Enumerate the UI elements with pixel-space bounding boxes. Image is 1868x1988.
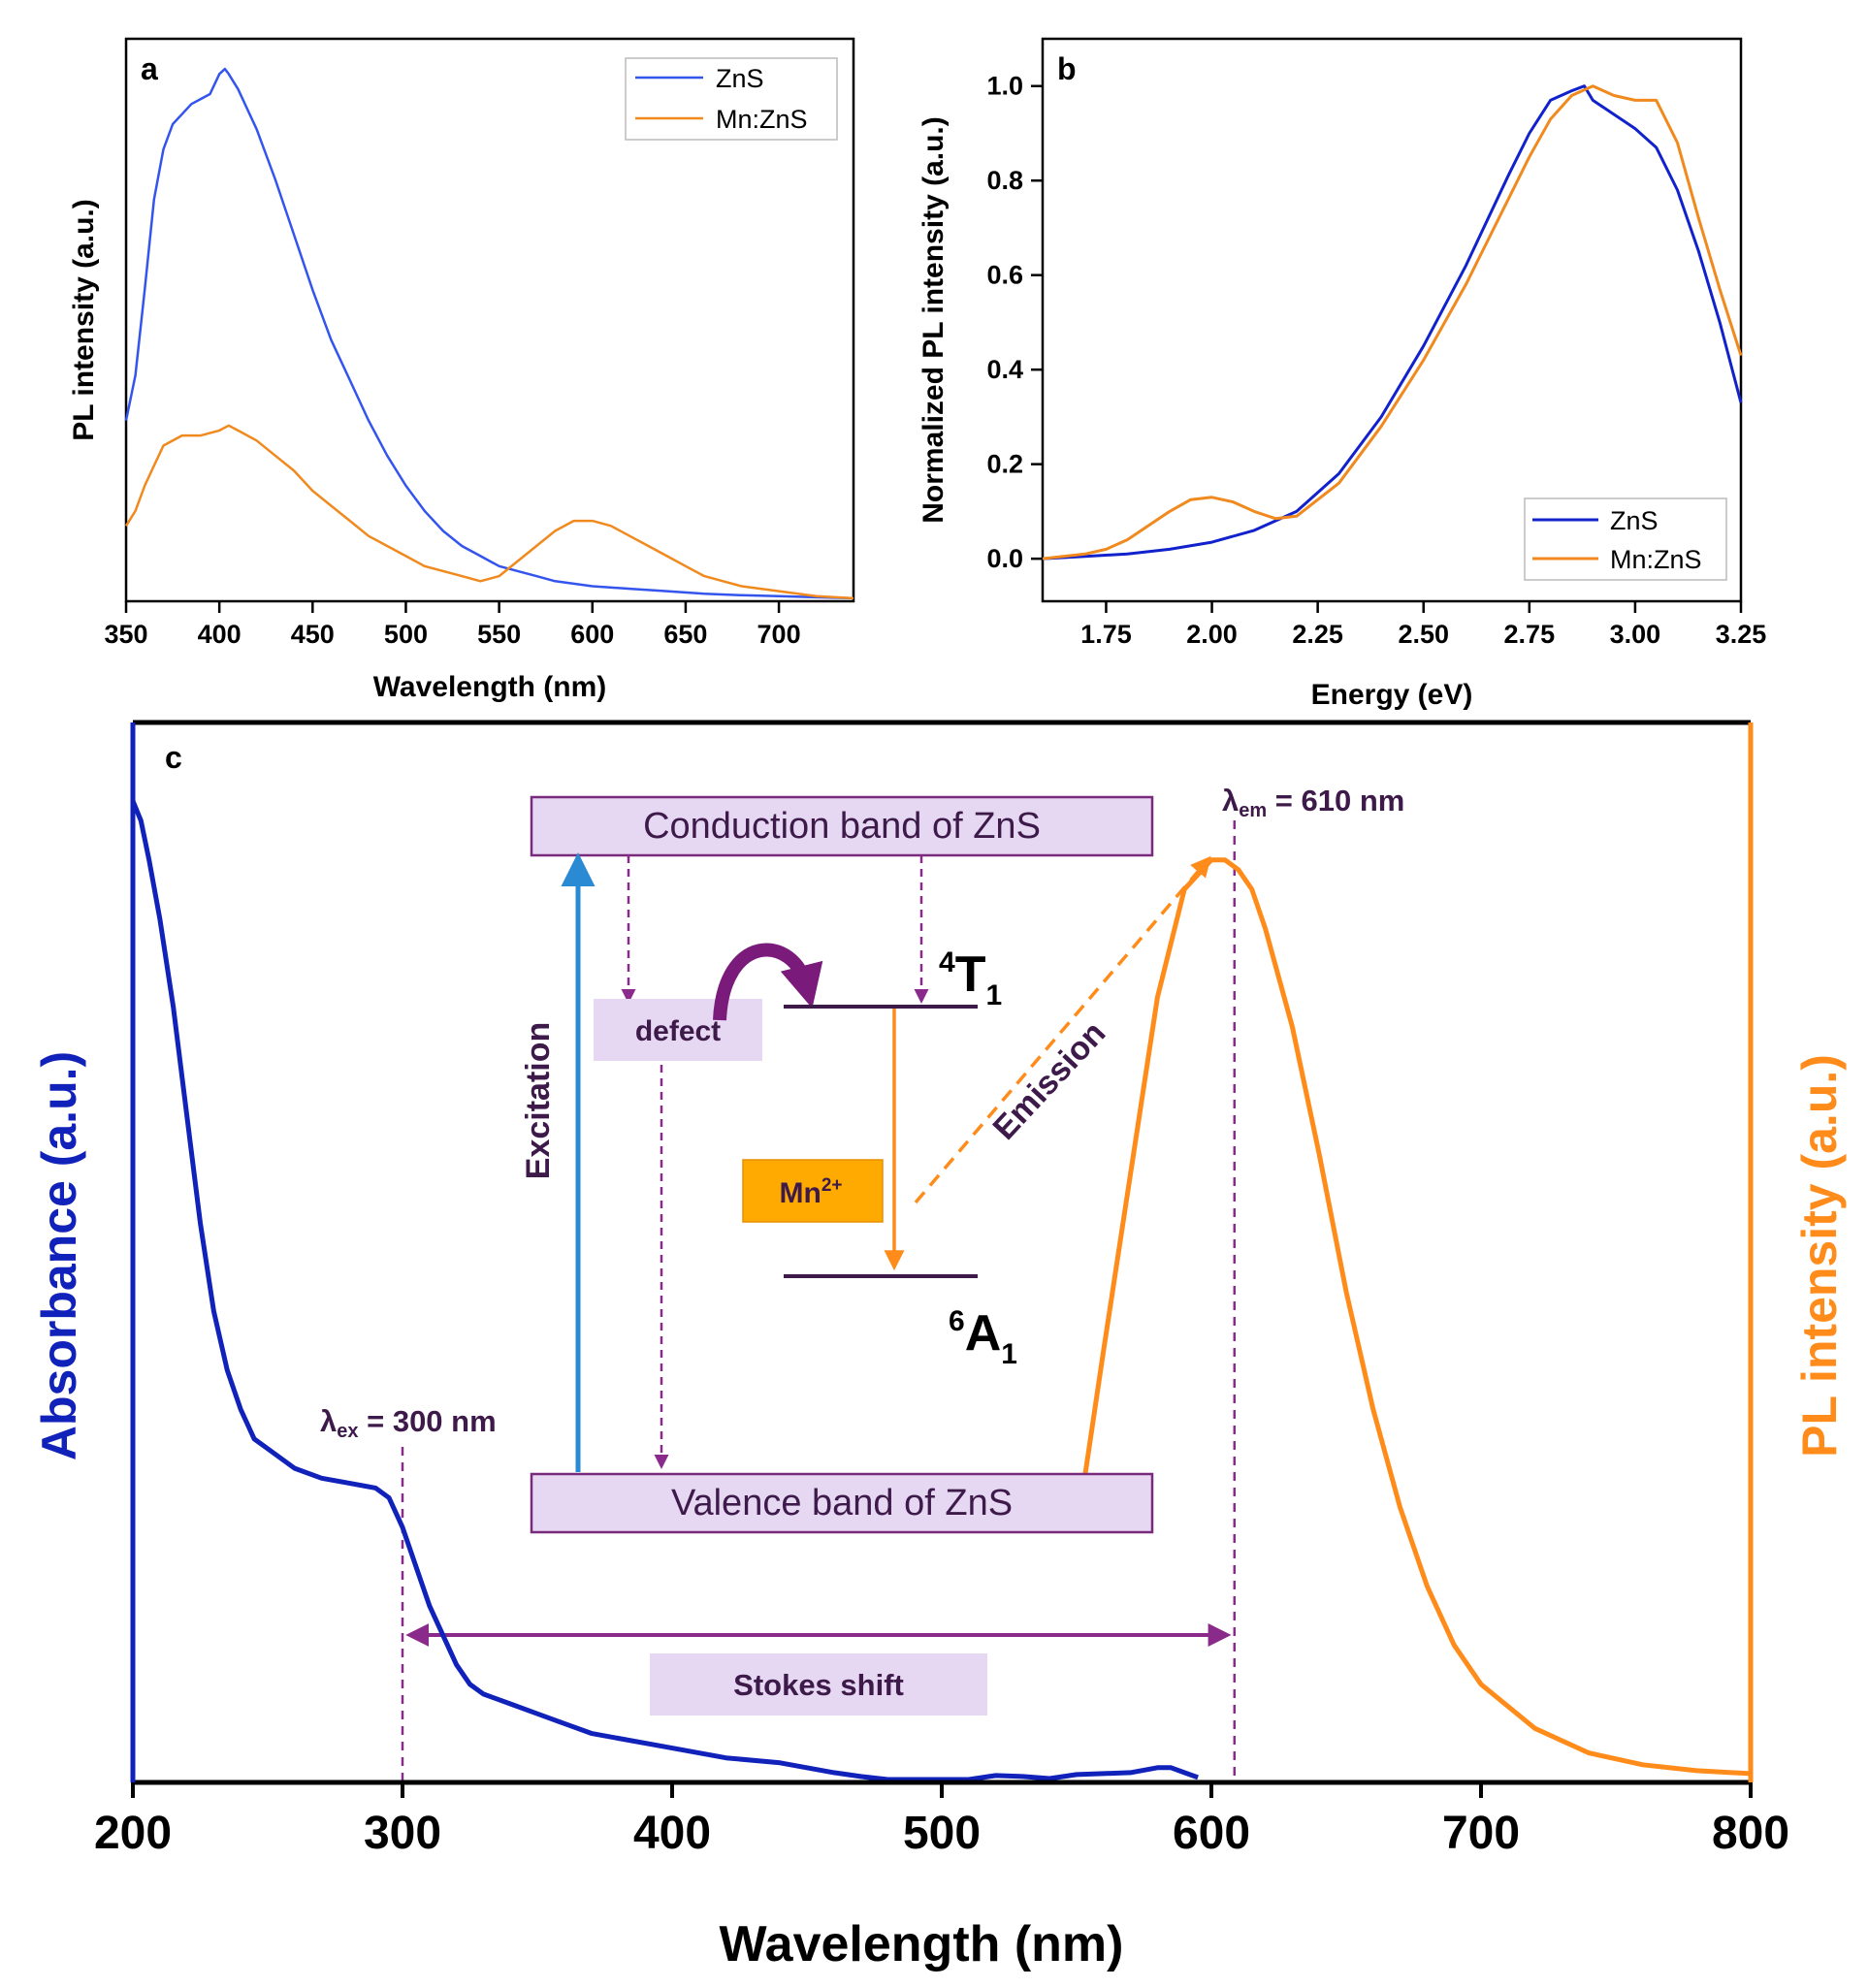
emission-label: Emission: [986, 1014, 1113, 1146]
panel-a-y-label: PL intensity (a.u.): [68, 199, 100, 440]
panel-a-x-tick-label: 650: [663, 620, 707, 649]
panel-b-x-tick-label: 2.25: [1292, 620, 1343, 649]
panel-b-series-0-line: [1042, 84, 1743, 561]
panel-c-x-tick-label: 500: [903, 1808, 981, 1859]
level-6a1-label: 6A1: [949, 1305, 1017, 1370]
panel-b-label: b: [1057, 51, 1077, 86]
panel-a-series-1-line: [124, 424, 854, 600]
energy-level-diagram: Conduction band of ZnS Valence band of Z…: [520, 795, 1211, 1534]
excitation-wavelength-label: λex = 300 nm: [320, 1404, 497, 1442]
panel-a-x-label: Wavelength (nm): [373, 671, 607, 703]
panel-a-x-tick-label: 550: [477, 620, 521, 649]
panel-b-legend-zns: ZnS: [1610, 506, 1659, 535]
level-4t1-label: 4T1: [939, 946, 1002, 1011]
panel-c-x-tick-label: 400: [633, 1808, 711, 1859]
panel-c: 200 300 400 500 600 700 800 c Wavelength (nm) …: [32, 720, 1847, 1972]
panel-b-x-label: Energy (eV): [1311, 679, 1473, 711]
panel-b-x-tick-label: 2.50: [1398, 620, 1449, 649]
panel-a-series-0-line: [124, 67, 854, 600]
panel-a-legend-box: [625, 57, 838, 141]
emission-arrow: [914, 855, 1211, 1204]
panel-a-frame: [124, 37, 855, 603]
panel-b-curves: [1042, 84, 1743, 561]
panel-b-y-tick-label: 0.0: [986, 544, 1023, 573]
panel-b-x-tick-label: 3.00: [1610, 620, 1661, 649]
panel-c-label: c: [165, 740, 182, 775]
panel-a: 350 400 450 500 550 600 650 700 a Wavelength (n…: [68, 37, 855, 703]
panel-b: 1.75 2.00 2.25 2.50 2.75 3.00 3.25 0.00.20.40.…: [918, 37, 1766, 711]
panel-c-x-tick-label: 700: [1442, 1808, 1520, 1859]
mn-ion-box: [742, 1159, 884, 1223]
panel-c-x-ticks: 200 300 400 500 600 700 800: [94, 1782, 1789, 1859]
panel-b-y-tick-label: 1.0: [986, 72, 1023, 101]
panel-c-y-label-left: Absorbance (a.u.): [32, 1051, 86, 1460]
panel-c-x-tick-label: 300: [364, 1808, 441, 1859]
emission-wavelength-label: λem = 610 nm: [1222, 784, 1404, 821]
panel-c-guides: [401, 820, 1237, 1782]
panel-b-legend: ZnS Mn:ZnS: [1524, 497, 1727, 581]
panel-b-y-tick-label: 0.6: [986, 261, 1023, 290]
panel-a-x-tick-label: 400: [198, 620, 242, 649]
excitation-label: Excitation: [520, 1022, 557, 1179]
panel-b-x-ticks: 1.75 2.00 2.25 2.50 2.75 3.00 3.25: [1080, 601, 1766, 649]
panel-a-curves: [124, 67, 854, 600]
panel-b-x-tick-label: 2.00: [1186, 620, 1238, 649]
panel-b-x-tick-label: 1.75: [1080, 620, 1132, 649]
panel-c-series-0-line: [130, 800, 1199, 1782]
panel-b-legend-mnzns: Mn:ZnS: [1610, 545, 1702, 574]
conduction-band-label: Conduction band of ZnS: [643, 806, 1041, 847]
defect-label: defect: [635, 1015, 721, 1047]
panel-a-x-tick-label: 600: [570, 620, 614, 649]
panel-c-x-tick-label: 800: [1712, 1808, 1789, 1859]
panel-b-frame: [1041, 37, 1743, 603]
panel-a-x-tick-label: 700: [757, 620, 801, 649]
panel-b-x-tick-label: 2.75: [1504, 620, 1556, 649]
panel-b-y-tick-label: 0.8: [986, 166, 1023, 195]
panel-a-x-tick-label: 350: [104, 620, 147, 649]
panel-a-legend-zns: ZnS: [716, 64, 764, 93]
panel-a-x-ticks: 350 400 450 500 550 600 650 700: [104, 601, 801, 649]
stokes-shift-label: Stokes shift: [733, 1668, 904, 1702]
mn-ion-label: Mn2+: [780, 1175, 843, 1209]
conduction-band-box: [530, 795, 1154, 857]
panel-c-curves: [130, 800, 1752, 1782]
panel-a-label: a: [141, 51, 158, 86]
energy-transfer-arrow: [713, 943, 823, 1021]
panel-c-x-tick-label: 200: [94, 1808, 172, 1859]
panel-b-legend-box: [1524, 497, 1727, 581]
panel-b-y-label: Normalized PL intensity (a.u.): [918, 116, 950, 524]
panel-b-x-tick-label: 3.25: [1716, 620, 1767, 649]
stokes-shift-box: [650, 1653, 987, 1715]
panel-c-x-label: Wavelength (nm): [720, 1916, 1124, 1972]
panel-a-legend: ZnS Mn:ZnS: [625, 57, 838, 141]
panel-c-series-1-line: [1081, 857, 1752, 1777]
panel-a-legend-mnzns: Mn:ZnS: [716, 105, 808, 134]
panel-b-y-tick-label: 0.2: [986, 450, 1023, 479]
valence-band-label: Valence band of ZnS: [671, 1483, 1013, 1523]
panel-c-y-label-right: PL intensity (a.u.): [1792, 1054, 1847, 1458]
panel-a-x-tick-label: 450: [291, 620, 335, 649]
panel-a-x-tick-label: 500: [384, 620, 428, 649]
panel-b-y-ticks: 0.0 0.2 0.4 0.6 0.8 1.0: [986, 72, 1043, 573]
defect-box: [594, 999, 762, 1061]
panel-b-series-1-line: [1042, 84, 1743, 561]
panel-c-x-tick-label: 600: [1173, 1808, 1250, 1859]
valence-band-box: [530, 1472, 1154, 1534]
panel-b-y-tick-label: 0.4: [986, 355, 1023, 384]
